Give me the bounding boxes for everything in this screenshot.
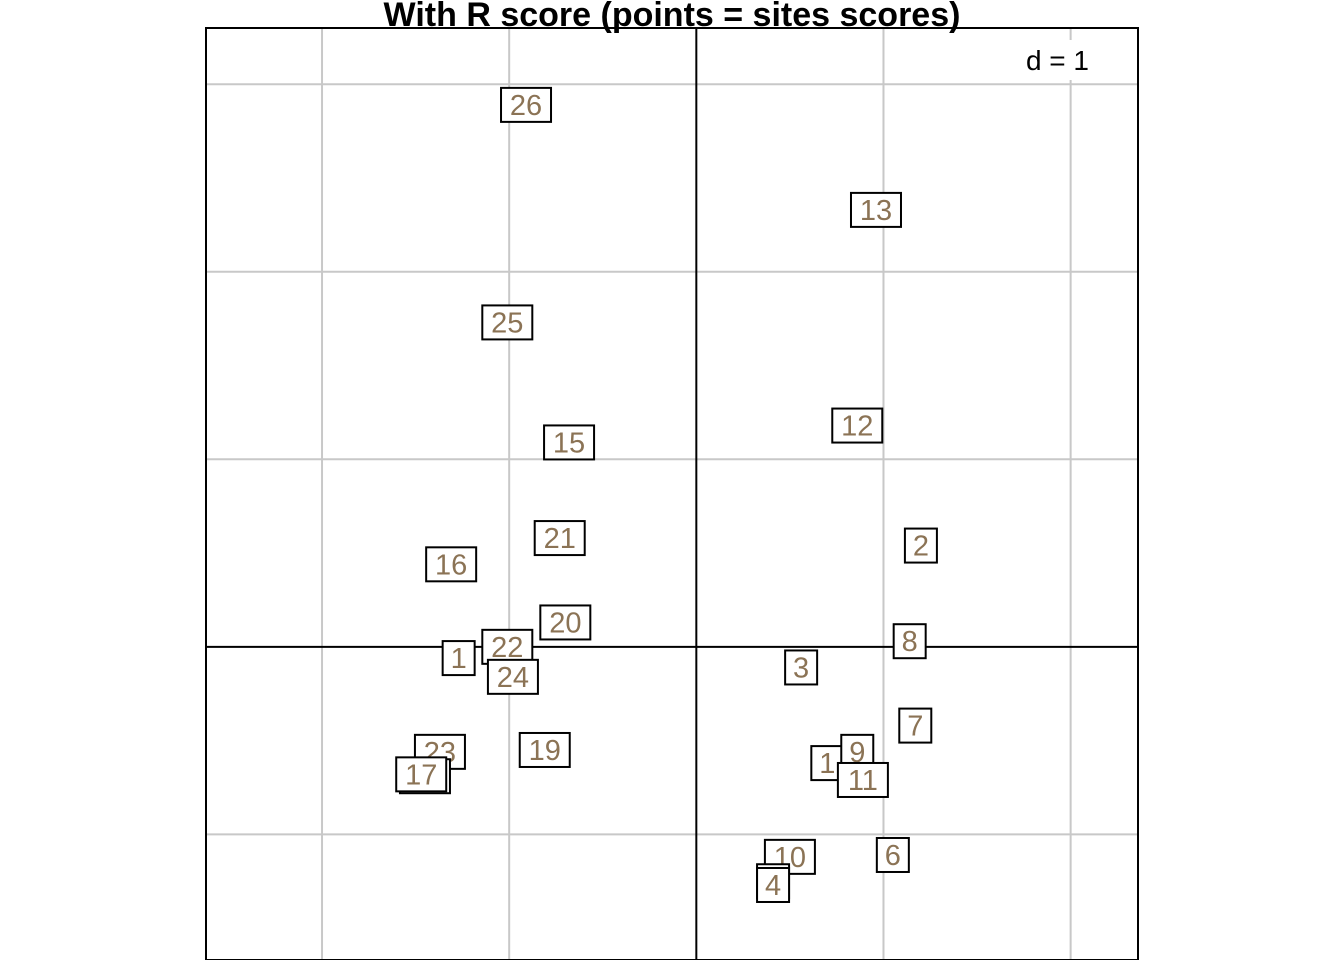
site-label-box (849, 191, 902, 228)
site-point: 2 (903, 527, 938, 564)
site-label: 6 (885, 840, 901, 872)
site-label-box (892, 623, 927, 660)
site-point: 10 (763, 838, 816, 875)
site-point: 16 (425, 546, 478, 583)
site-label: 2 (913, 531, 929, 563)
site-label-box (481, 628, 534, 665)
site-points: 2613251215221162081222437231817191911610… (395, 86, 938, 903)
site-label-box (898, 707, 933, 744)
site-point: 25 (481, 304, 534, 341)
site-label: 22 (491, 632, 523, 664)
site-point: 11 (836, 761, 889, 798)
site-point: 1 (441, 640, 476, 677)
site-label-box (395, 756, 448, 793)
site-point: 12 (831, 407, 884, 444)
site-label: 7 (907, 711, 923, 743)
site-label-box (831, 407, 884, 444)
site-label-box (836, 761, 889, 798)
site-label-box (481, 304, 534, 341)
grid-lines (206, 28, 1138, 960)
site-label: 11 (848, 765, 878, 797)
site-label-box (784, 649, 819, 686)
site-label-box (425, 546, 478, 583)
site-point: 19 (518, 731, 571, 768)
site-label: 1 (451, 643, 467, 675)
site-label: 13 (860, 195, 892, 227)
site-label: 17 (405, 759, 437, 791)
site-label: 21 (544, 523, 576, 555)
site-label-box (875, 836, 910, 873)
site-label-box (441, 640, 476, 677)
site-point: 4 (756, 866, 791, 903)
site-point: 15 (543, 424, 596, 461)
site-label: 19 (529, 735, 561, 767)
plot-frame (205, 27, 1139, 960)
site-label: 3 (793, 652, 809, 684)
site-label: 25 (491, 307, 523, 339)
site-point: 24 (486, 658, 539, 695)
site-label: 16 (435, 549, 467, 581)
site-label: 20 (549, 607, 581, 639)
site-label-box (539, 604, 592, 641)
site-point: 22 (481, 628, 534, 665)
site-label-box (500, 86, 553, 123)
site-label: 24 (497, 662, 529, 694)
site-point: 20 (539, 604, 592, 641)
site-label-box (533, 520, 586, 557)
scale-label: d = 1 (1026, 45, 1089, 76)
site-label: 1 (819, 748, 835, 780)
site-label-box (518, 731, 571, 768)
site-point: 8 (892, 623, 927, 660)
site-label-box (543, 424, 596, 461)
site-point: 17 (395, 756, 448, 793)
chart-title: With R score (points = sites scores) (384, 0, 961, 34)
site-label: 9 (849, 737, 865, 769)
site-point: 26 (500, 86, 553, 123)
site-point: 21 (533, 520, 586, 557)
site-point: 6 (875, 836, 910, 873)
site-label: 15 (553, 427, 585, 459)
site-point: 3 (784, 649, 819, 686)
site-label: 8 (902, 626, 918, 658)
site-label-box (903, 527, 938, 564)
scale-legend: d = 1 (1012, 40, 1092, 80)
site-label: 4 (765, 870, 781, 902)
site-label: 26 (510, 90, 542, 122)
site-label-box (756, 866, 791, 903)
site-label: 12 (841, 411, 873, 443)
site-point: 7 (898, 707, 933, 744)
site-point: 13 (849, 191, 902, 228)
scale-label-background (1012, 40, 1092, 80)
zero-axes (206, 28, 1138, 960)
site-label-box (486, 658, 539, 695)
